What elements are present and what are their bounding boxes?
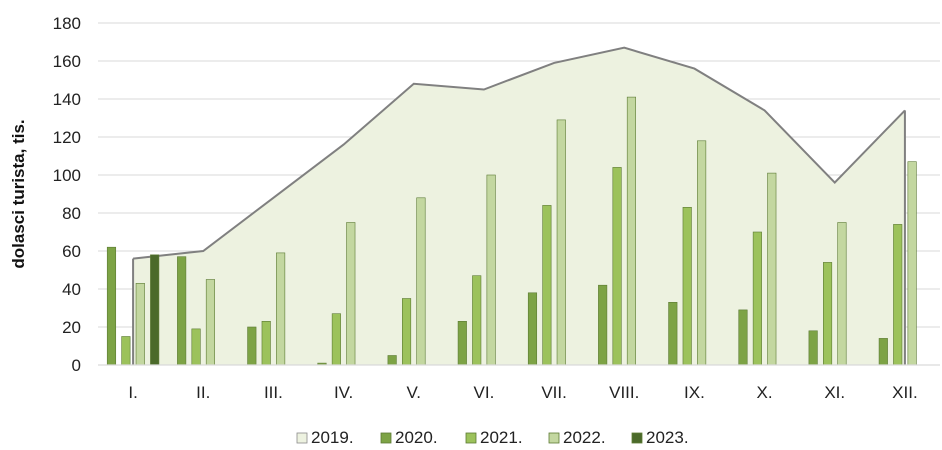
y-tick-label: 40 bbox=[62, 280, 81, 299]
bar-2020-XI bbox=[808, 330, 818, 366]
legend-label-2019: 2019. bbox=[311, 428, 354, 447]
y-tick-label: 100 bbox=[53, 166, 81, 185]
bar-2021-X bbox=[752, 231, 762, 366]
bar-2022-VIII bbox=[626, 96, 637, 366]
legend-swatch-2021 bbox=[465, 432, 477, 444]
area-series-2019-fill bbox=[133, 47, 905, 365]
bar-2020-V bbox=[387, 355, 397, 366]
bar-2021-III bbox=[261, 320, 271, 366]
bar-2020-VII bbox=[527, 292, 538, 366]
y-axis-title: dolasci turista, tis. bbox=[9, 119, 28, 268]
bar-2022-VII bbox=[556, 119, 566, 366]
bar-2022-XI bbox=[837, 222, 847, 366]
bar-2022-X bbox=[767, 172, 777, 366]
bar-2020-XII bbox=[878, 338, 888, 366]
bar-2020-I bbox=[106, 246, 117, 366]
bar-2020-X bbox=[738, 309, 748, 366]
bar-2021-VIII bbox=[612, 167, 622, 366]
y-tick-label: 180 bbox=[53, 14, 81, 33]
area-series-2019-line bbox=[132, 46, 906, 260]
bar-2022-I bbox=[135, 282, 145, 366]
bar-2020-VI bbox=[457, 320, 467, 366]
bar-2022-III bbox=[276, 252, 286, 366]
bar-2020-III bbox=[247, 326, 257, 366]
x-tick-label: IX. bbox=[684, 383, 705, 402]
legend-swatch-2020 bbox=[380, 432, 392, 444]
bar-2020-II bbox=[177, 256, 187, 366]
legend-label-2021: 2021. bbox=[480, 428, 523, 447]
y-tick-label: 80 bbox=[62, 204, 81, 223]
y-tick-label: 20 bbox=[62, 318, 81, 337]
legend-swatch-2022 bbox=[548, 432, 560, 444]
bar-2021-XII bbox=[893, 224, 903, 366]
x-tick-label: XI. bbox=[824, 383, 845, 402]
x-tick-label: II. bbox=[196, 383, 210, 402]
y-tick-label: 120 bbox=[53, 128, 81, 147]
x-tick-label: VI. bbox=[474, 383, 495, 402]
bar-2021-I bbox=[121, 336, 131, 366]
bar-2021-V bbox=[401, 298, 412, 366]
x-tick-label: IV. bbox=[334, 383, 353, 402]
y-tick-label: 60 bbox=[62, 242, 81, 261]
x-tick-label: VIII. bbox=[609, 383, 639, 402]
bar-2022-V bbox=[416, 197, 426, 366]
x-tick-label: X. bbox=[757, 383, 773, 402]
y-tick-label: 160 bbox=[53, 52, 81, 71]
bar-2021-II bbox=[191, 328, 201, 366]
y-tick-label: 0 bbox=[72, 356, 81, 375]
x-tick-label: III. bbox=[264, 383, 283, 402]
x-tick-label: VII. bbox=[541, 383, 567, 402]
x-tick-label: V. bbox=[406, 383, 421, 402]
legend-label-2022: 2022. bbox=[563, 428, 606, 447]
legend-label-2023: 2023. bbox=[646, 428, 689, 447]
x-tick-label: I. bbox=[128, 383, 137, 402]
bar-2023-I bbox=[150, 254, 160, 366]
bar-2021-XI bbox=[822, 262, 833, 366]
bar-2021-IV bbox=[331, 313, 341, 366]
bar-2021-VI bbox=[472, 275, 482, 366]
bar-2020-IX bbox=[668, 301, 678, 366]
legend-swatch-2019 bbox=[296, 432, 308, 444]
bar-2022-VI bbox=[486, 174, 496, 366]
y-tick-label: 140 bbox=[53, 90, 81, 109]
legend-label-2020: 2020. bbox=[395, 428, 438, 447]
bar-2022-II bbox=[205, 279, 215, 366]
bar-2021-VII bbox=[542, 205, 552, 366]
bar-2020-VIII bbox=[598, 284, 608, 366]
bar-2022-IX bbox=[697, 140, 707, 366]
bar-2022-XII bbox=[907, 161, 917, 366]
x-tick-label: XII. bbox=[892, 383, 918, 402]
bar-2021-IX bbox=[682, 207, 692, 366]
bar-2022-IV bbox=[346, 222, 356, 366]
legend-swatch-2023 bbox=[631, 432, 643, 444]
